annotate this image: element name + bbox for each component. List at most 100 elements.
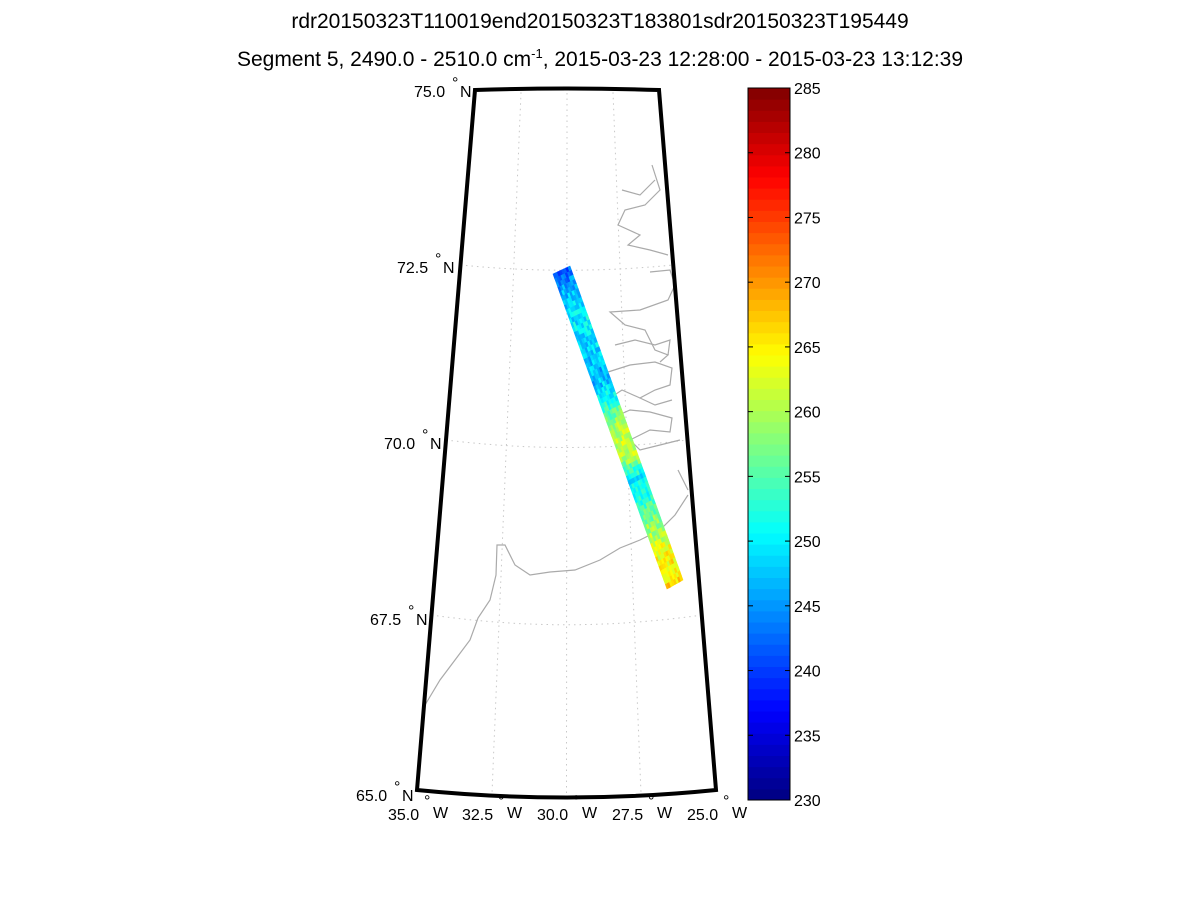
coastline-segment [608,269,676,363]
colorbar-step [748,622,790,634]
colorbar-step [748,477,790,490]
degree-symbol: ° [723,793,729,810]
title-time-range: , 2015-03-23 12:28:00 - 2015-03-23 13:12… [542,48,964,71]
colorbar-tick-label: 260 [794,405,821,422]
coastline [424,164,689,706]
lon-tick-label: 27.5 [612,807,643,824]
lon-tick-label: 32.5 [462,807,493,824]
colorbar-step [748,410,790,423]
colorbar-step [748,199,790,211]
colorbar-step [748,555,790,567]
colorbar-step [748,677,790,690]
lat-hemisphere: N [443,260,455,277]
lon-hemisphere: W [657,805,673,822]
colorbar-tick-label: 240 [794,664,821,681]
swath-cell [679,575,684,582]
meridian-line [612,92,642,800]
colorbar-step [748,699,790,712]
colorbar-step [748,544,790,556]
colorbar-step [748,588,790,601]
colorbar-tick-label: 270 [794,275,821,292]
colorbar-step [748,499,790,512]
lon-hemisphere: W [582,805,598,822]
colorbar-step [748,232,790,245]
lat-tick-label: 67.5 [370,612,401,629]
colorbar-step [748,243,790,256]
colorbar-step [748,488,790,501]
colorbar-step [748,655,790,668]
colorbar-step [748,121,790,134]
colorbar-step [748,444,790,456]
lon-tick-label: 25.0 [687,807,718,824]
colorbar-step [748,288,790,300]
colorbar-step [748,610,790,623]
degree-symbol: ° [498,793,504,810]
colorbar-step [748,154,790,167]
lat-hemisphere: N [460,84,472,101]
parallel-line [445,439,688,448]
coastline-segment [614,339,671,356]
colorbar-step [748,533,790,545]
plot-title-line2: Segment 5, 2490.0 - 2510.0 cm-1, 2015-03… [0,46,1200,72]
colorbar-step [748,277,790,289]
colorbar: 230 235 240 245 250 255 260 265 270 275 280 285 [747,81,821,810]
colorbar-step [748,266,790,278]
colorbar-step [748,688,790,701]
title-superscript: -1 [531,46,543,61]
colorbar-step [748,633,790,645]
coastline-segment [677,469,689,491]
colorbar-step [748,421,790,434]
degree-symbol: ° [435,251,441,268]
plot-title-line1: rdr20150323T110019end20150323T183801sdr2… [291,10,909,33]
colorbar-step [748,88,790,100]
colorbar-step [748,666,790,679]
colorbar-step [748,644,790,656]
coastline-segment [617,164,669,256]
lon-hemisphere: W [507,805,523,822]
colorbar-step [748,377,790,389]
colorbar-step [748,388,790,401]
coastline-segment [611,409,681,451]
colorbar-step [748,566,790,579]
title-segment-text: Segment 5, 2490.0 - 2510.0 cm [236,48,532,71]
colorbar-step [748,766,790,779]
degree-symbol: ° [573,793,579,810]
colorbar-tick-label: 235 [794,728,821,745]
colorbar-border [747,87,791,801]
colorbar-tick-label: 250 [794,534,821,551]
colorbar-step [748,777,790,790]
colorbar-step [748,755,790,768]
latitude-labels: 75.0°N72.5°N70.0°N67.5°N65.0°N [356,75,472,805]
colorbar-step [748,299,790,312]
colorbar-step [748,711,790,723]
colorbar-step [748,343,790,356]
lat-hemisphere: N [416,612,428,629]
colorbar-tick-label: 245 [794,599,821,616]
colorbar-step [748,165,790,178]
colorbar-step [748,455,790,467]
colorbar-step [748,399,790,412]
colorbar-tick-label: 285 [794,81,821,98]
colorbar-step [748,788,790,801]
lon-tick-label: 30.0 [537,807,568,824]
colorbar-tick-label: 255 [794,469,821,486]
lat-tick-label: 70.0 [384,436,415,453]
colorbar-step [748,510,790,523]
lat-hemisphere: N [430,436,442,453]
degree-symbol: ° [422,427,428,444]
colorbar-tick-label: 265 [794,340,821,357]
colorbar-step [748,599,790,612]
colorbar-step [748,432,790,445]
colorbar-step [748,177,790,189]
colorbar-step [748,188,790,200]
colorbar-step [748,355,790,367]
colorbar-step [748,221,790,234]
colorbar-step [748,321,790,334]
colorbar-step [748,733,790,745]
colorbar-tick-label: 280 [794,146,821,163]
coastline-segment [621,179,656,196]
colorbar-step [748,143,790,156]
colorbar-step [748,332,790,345]
colorbar-tick-label: 230 [794,793,821,810]
